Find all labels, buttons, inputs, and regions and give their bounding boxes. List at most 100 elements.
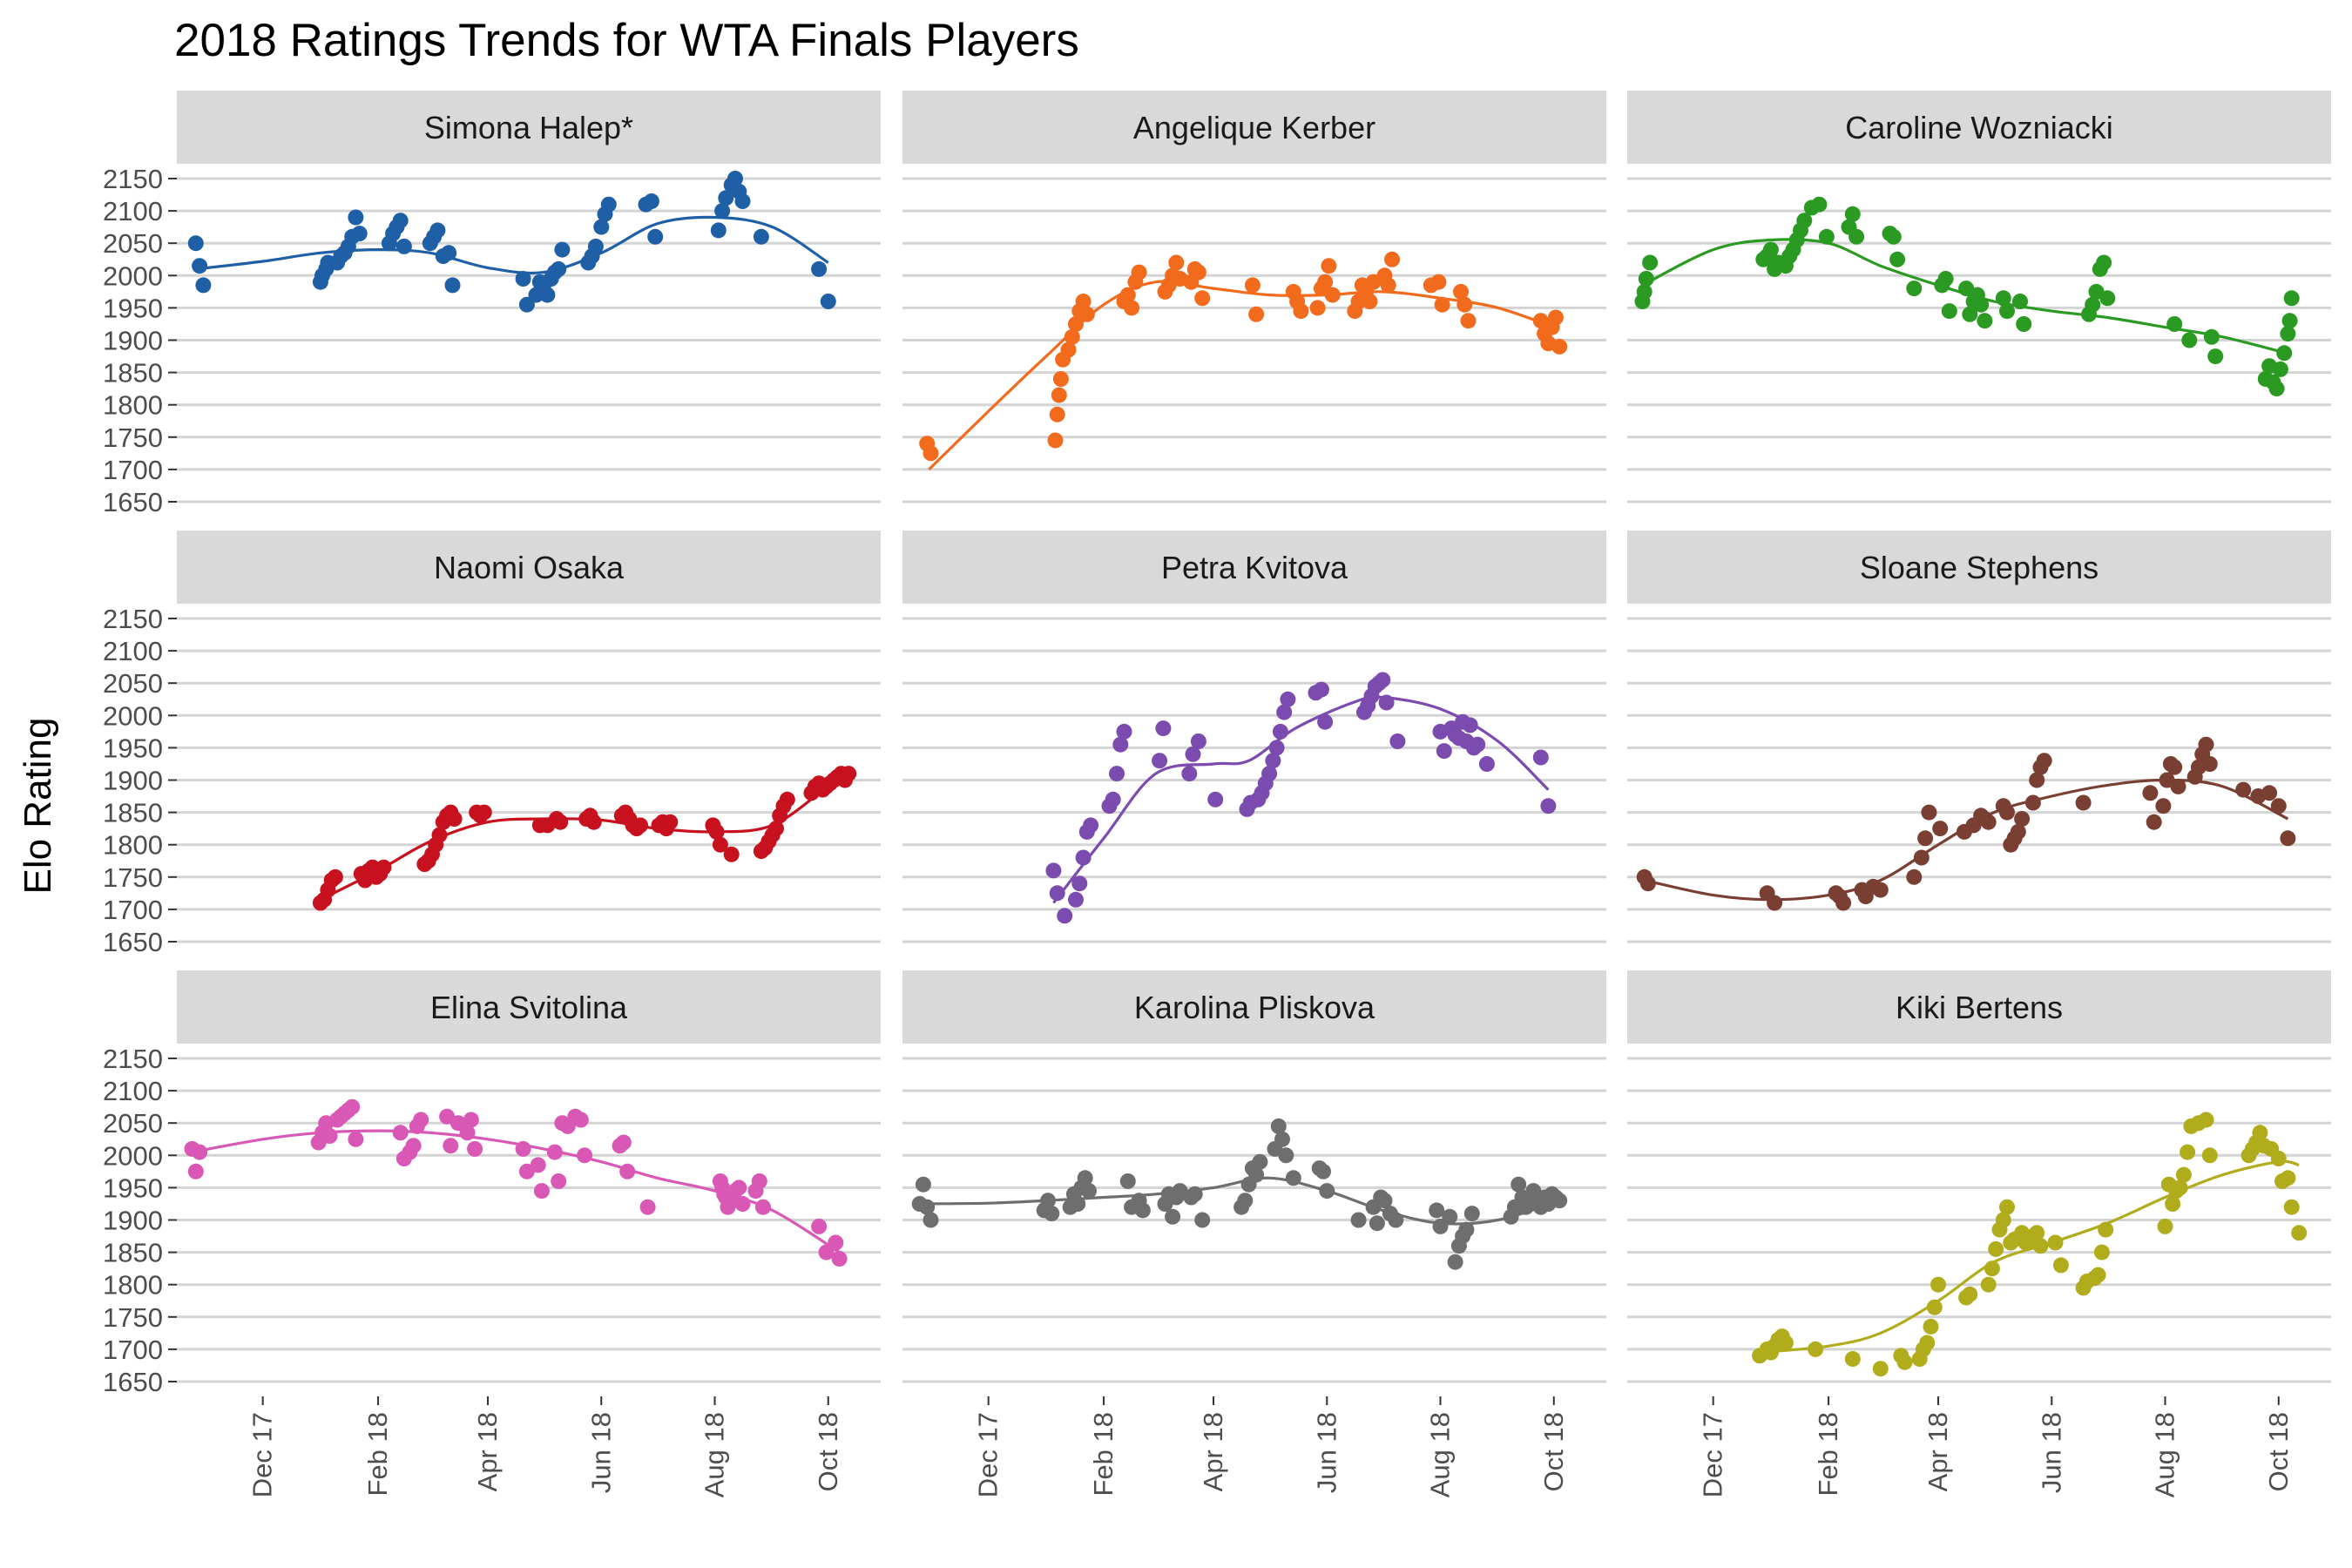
- data-point: [2098, 1221, 2114, 1238]
- data-point: [1460, 313, 1477, 329]
- data-point: [1375, 672, 1391, 688]
- data-point: [1547, 309, 1564, 326]
- data-point: [1051, 387, 1067, 403]
- x-tick-label: Apr 18: [1198, 1412, 1228, 1491]
- data-point: [2016, 316, 2032, 332]
- y-tick-label: 2050: [103, 228, 163, 259]
- data-point: [2281, 313, 2298, 329]
- data-point: [1293, 303, 1309, 320]
- data-point: [1274, 1131, 1290, 1147]
- y-tick-label: 2100: [103, 1076, 163, 1106]
- data-point: [1885, 228, 1902, 245]
- data-point: [515, 271, 531, 287]
- data-point: [1071, 875, 1088, 892]
- data-point: [2142, 785, 2159, 801]
- data-point: [2036, 753, 2052, 769]
- data-point: [459, 1125, 476, 1141]
- facet-strip: [1627, 91, 2331, 164]
- data-point: [1639, 875, 1656, 892]
- facet-panel: Angelique Kerber: [902, 91, 1606, 504]
- data-point: [1272, 723, 1288, 740]
- data-point: [1896, 1354, 1913, 1370]
- y-tick-label: 1900: [103, 766, 163, 796]
- data-point: [1044, 1206, 1060, 1222]
- data-point: [831, 1251, 848, 1267]
- data-point: [1124, 300, 1140, 316]
- data-point: [1078, 306, 1095, 322]
- data-point: [1984, 1260, 2000, 1277]
- facet-strip-label: Petra Kvitova: [1161, 550, 1348, 585]
- data-point: [1315, 1163, 1331, 1179]
- data-point: [731, 1179, 747, 1196]
- data-point: [476, 804, 492, 821]
- data-point: [187, 1163, 204, 1179]
- y-tick-label: 2150: [103, 1044, 163, 1074]
- data-point: [1429, 1202, 1445, 1219]
- data-point: [392, 213, 409, 229]
- data-point: [1977, 313, 1993, 329]
- data-point: [1980, 1276, 1997, 1293]
- data-point: [1844, 1351, 1861, 1367]
- data-point: [2175, 1166, 2192, 1183]
- facet-strip: [902, 970, 1606, 1044]
- data-point: [344, 1098, 361, 1115]
- facet-panel: Karolina Pliskova Dec 17 Feb 18 Apr 18 Jun 1…: [902, 970, 1606, 1497]
- data-point: [1248, 306, 1265, 322]
- facet-strip-label: Caroline Wozniacki: [1845, 110, 2112, 145]
- data-point: [712, 836, 728, 853]
- data-point: [1081, 1183, 1097, 1200]
- data-point: [192, 1144, 208, 1160]
- y-tick-label: 1700: [103, 895, 163, 925]
- data-point: [551, 1173, 567, 1189]
- data-point: [2268, 381, 2285, 397]
- facet-strip: [902, 531, 1606, 604]
- data-point: [1848, 228, 1865, 245]
- data-point: [2170, 778, 2186, 794]
- data-point: [2029, 772, 2045, 788]
- y-tick-label: 1700: [103, 455, 163, 485]
- data-point: [1844, 206, 1861, 222]
- facet-strip: [177, 970, 881, 1044]
- data-point: [1155, 720, 1172, 737]
- data-point: [552, 814, 569, 830]
- data-point: [2047, 1234, 2064, 1251]
- data-point: [1194, 1212, 1211, 1228]
- data-point: [577, 1147, 593, 1164]
- trend-line: [1644, 778, 2289, 902]
- data-point: [1068, 891, 1084, 908]
- data-point: [1937, 271, 1954, 287]
- y-tick-label: 1700: [103, 1335, 163, 1365]
- data-point: [2270, 798, 2287, 814]
- y-tick-label: 1850: [103, 1238, 163, 1268]
- data-point: [919, 1199, 936, 1215]
- data-point: [1638, 271, 1654, 287]
- data-point: [2198, 736, 2214, 753]
- data-point: [1906, 868, 1923, 885]
- data-point: [1047, 432, 1064, 449]
- data-point: [1380, 277, 1396, 294]
- data-point: [1988, 1240, 2004, 1257]
- x-tick-label: Apr 18: [1923, 1412, 1953, 1491]
- data-point: [2052, 1257, 2069, 1274]
- data-point: [727, 171, 743, 186]
- facet-strip-label: Sloane Stephens: [1860, 550, 2099, 585]
- data-point: [751, 1173, 767, 1189]
- data-point: [1313, 681, 1329, 698]
- facet-panel: Elina Svitolina 1650170017501800185019001…: [103, 970, 881, 1497]
- y-tick-label: 1900: [103, 1206, 163, 1236]
- data-point: [1767, 895, 1783, 911]
- data-point: [1049, 406, 1065, 422]
- data-point: [1389, 733, 1406, 749]
- facet-panel: Petra Kvitova: [902, 531, 1606, 943]
- data-point: [1796, 213, 1813, 229]
- data-point: [1321, 258, 1337, 274]
- data-point: [600, 196, 617, 213]
- data-point: [2280, 326, 2296, 342]
- data-point: [2166, 759, 2183, 775]
- data-point: [327, 868, 343, 885]
- data-point: [1932, 821, 1949, 837]
- y-tick-label: 2000: [103, 260, 163, 291]
- data-point: [1285, 1170, 1301, 1186]
- y-tick-label: 2150: [103, 604, 163, 634]
